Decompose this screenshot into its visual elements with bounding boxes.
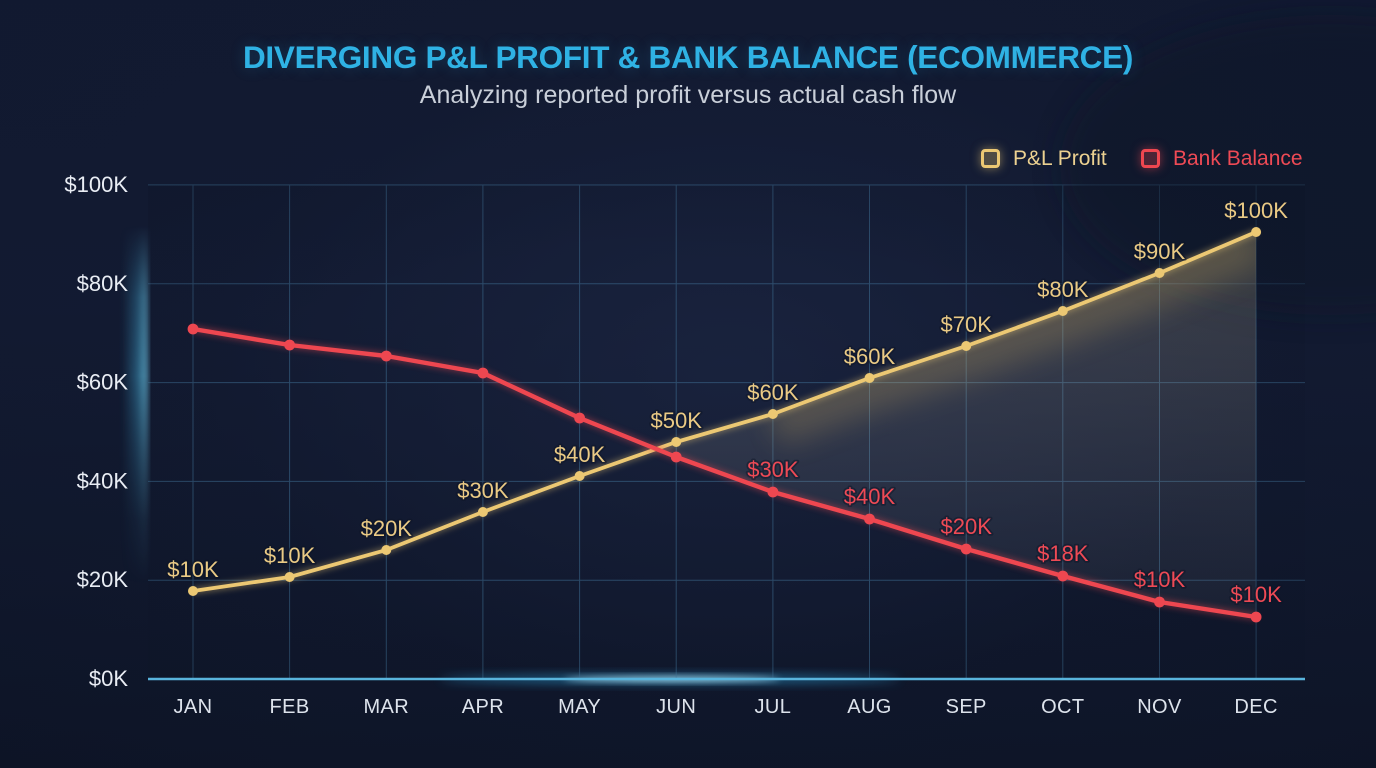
svg-text:$70K: $70K bbox=[941, 312, 993, 337]
svg-text:$10K: $10K bbox=[264, 543, 316, 568]
svg-text:$50K: $50K bbox=[651, 408, 703, 433]
svg-text:$60K: $60K bbox=[747, 380, 799, 405]
svg-text:$100K: $100K bbox=[64, 172, 128, 197]
svg-text:$30K: $30K bbox=[457, 478, 509, 503]
svg-text:$30K: $30K bbox=[747, 457, 799, 482]
svg-text:$100K: $100K bbox=[1224, 198, 1288, 223]
svg-text:$40K: $40K bbox=[844, 484, 896, 509]
svg-text:$60K: $60K bbox=[77, 370, 129, 395]
svg-text:APR: APR bbox=[462, 696, 504, 718]
svg-text:JUL: JUL bbox=[755, 696, 792, 718]
svg-text:JUN: JUN bbox=[656, 696, 696, 718]
svg-text:JAN: JAN bbox=[174, 696, 213, 718]
svg-text:$0K: $0K bbox=[89, 666, 128, 691]
svg-text:$20K: $20K bbox=[941, 514, 993, 539]
svg-text:$60K: $60K bbox=[844, 344, 896, 369]
svg-text:DEC: DEC bbox=[1234, 696, 1277, 718]
svg-text:FEB: FEB bbox=[270, 696, 310, 718]
svg-text:MAR: MAR bbox=[363, 696, 409, 718]
svg-text:NOV: NOV bbox=[1137, 696, 1182, 718]
svg-text:$10K: $10K bbox=[1134, 567, 1186, 592]
svg-text:$10K: $10K bbox=[167, 557, 219, 582]
svg-text:$10K: $10K bbox=[1230, 582, 1282, 607]
svg-text:OCT: OCT bbox=[1041, 696, 1084, 718]
svg-text:MAY: MAY bbox=[558, 696, 601, 718]
svg-text:$40K: $40K bbox=[554, 442, 606, 467]
svg-text:$20K: $20K bbox=[361, 516, 413, 541]
svg-text:$80K: $80K bbox=[1037, 277, 1089, 302]
svg-text:$80K: $80K bbox=[77, 271, 129, 296]
svg-text:$20K: $20K bbox=[77, 567, 129, 592]
svg-text:$40K: $40K bbox=[77, 468, 129, 493]
svg-text:$18K: $18K bbox=[1037, 541, 1089, 566]
svg-text:SEP: SEP bbox=[946, 696, 987, 718]
svg-text:AUG: AUG bbox=[847, 696, 892, 718]
svg-text:$90K: $90K bbox=[1134, 239, 1186, 264]
